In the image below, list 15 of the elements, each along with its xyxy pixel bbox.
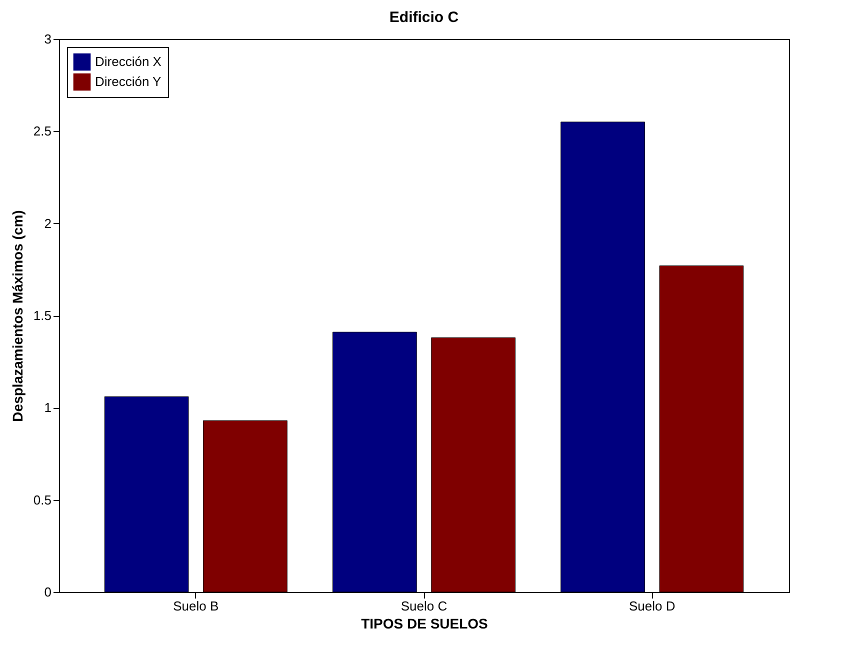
- y-tick-label: 0.5: [33, 492, 52, 508]
- y-tick-label: 1.5: [33, 308, 52, 323]
- y-tick-label: 2: [44, 216, 52, 231]
- y-axis-title: Desplazamientos Máximos (cm): [9, 210, 26, 422]
- chart-title: Edificio C: [389, 9, 459, 26]
- y-tick-label: 2.5: [33, 124, 52, 139]
- y-tick-label: 1: [44, 400, 52, 416]
- x-tick-label: Suelo B: [173, 598, 219, 614]
- y-tick-label: 3: [44, 32, 52, 46]
- legend-label: Dirección X: [95, 54, 162, 69]
- y-tick-label: 0: [44, 584, 52, 600]
- x-tick-label: Suelo C: [400, 598, 448, 614]
- legend-label: Dirección Y: [95, 74, 162, 89]
- x-tick-label: Suelo D: [629, 598, 676, 614]
- x-axis-title: TIPOS DE SUELOS: [361, 616, 488, 632]
